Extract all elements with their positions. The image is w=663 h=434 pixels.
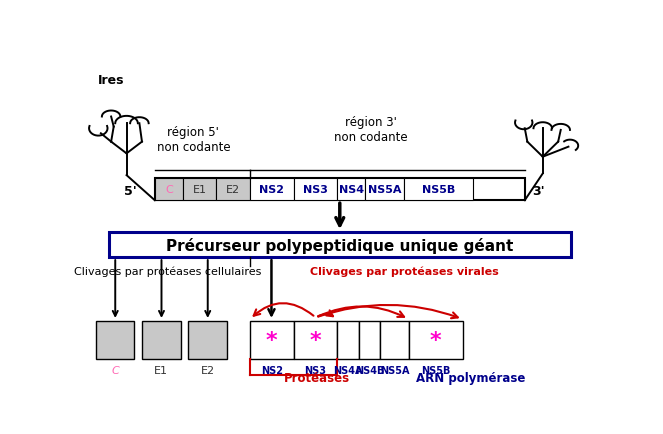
Text: région 5'
non codante: région 5' non codante <box>156 126 230 154</box>
Text: *: * <box>310 330 321 350</box>
Text: E2: E2 <box>200 365 215 375</box>
Text: NS3: NS3 <box>303 185 328 195</box>
Text: Protéases: Protéases <box>284 372 349 385</box>
FancyBboxPatch shape <box>337 179 365 201</box>
Text: NS3: NS3 <box>304 365 326 375</box>
FancyBboxPatch shape <box>155 179 525 201</box>
Text: Précurseur polypeptidique unique géant: Précurseur polypeptidique unique géant <box>166 237 513 253</box>
FancyBboxPatch shape <box>408 321 463 359</box>
Text: ARN polymérase: ARN polymérase <box>416 372 526 385</box>
FancyBboxPatch shape <box>183 179 216 201</box>
Text: Clivages par protéases virales: Clivages par protéases virales <box>310 266 499 276</box>
Text: NS2: NS2 <box>259 185 284 195</box>
Text: 5': 5' <box>124 184 137 197</box>
FancyBboxPatch shape <box>381 321 408 359</box>
Text: NS5A: NS5A <box>380 365 409 375</box>
FancyBboxPatch shape <box>250 179 294 201</box>
FancyBboxPatch shape <box>95 321 134 359</box>
FancyBboxPatch shape <box>216 179 250 201</box>
Text: C: C <box>111 365 119 375</box>
Text: *: * <box>430 330 442 350</box>
Text: Clivages par protéases cellulaires: Clivages par protéases cellulaires <box>74 266 261 276</box>
Text: NS4B: NS4B <box>355 365 385 375</box>
Text: NS2: NS2 <box>261 365 282 375</box>
FancyBboxPatch shape <box>365 179 404 201</box>
Text: NS4: NS4 <box>339 185 364 195</box>
Text: NS5B: NS5B <box>422 185 455 195</box>
FancyBboxPatch shape <box>404 179 473 201</box>
Text: 3': 3' <box>532 184 545 197</box>
Text: NS5A: NS5A <box>368 185 402 195</box>
FancyBboxPatch shape <box>294 179 337 201</box>
FancyBboxPatch shape <box>155 179 183 201</box>
FancyBboxPatch shape <box>142 321 180 359</box>
Text: E2: E2 <box>226 185 240 195</box>
FancyBboxPatch shape <box>250 321 294 359</box>
Text: NS5B: NS5B <box>421 365 450 375</box>
Text: région 3'
non codante: région 3' non codante <box>333 116 408 144</box>
Text: E1: E1 <box>193 185 207 195</box>
FancyBboxPatch shape <box>294 321 337 359</box>
Text: *: * <box>266 330 278 350</box>
FancyBboxPatch shape <box>109 233 571 258</box>
Text: NS4A: NS4A <box>333 365 363 375</box>
Text: Ires: Ires <box>98 74 125 87</box>
FancyBboxPatch shape <box>188 321 227 359</box>
FancyBboxPatch shape <box>359 321 381 359</box>
FancyBboxPatch shape <box>337 321 359 359</box>
Text: C: C <box>165 185 173 195</box>
Text: E1: E1 <box>154 365 168 375</box>
